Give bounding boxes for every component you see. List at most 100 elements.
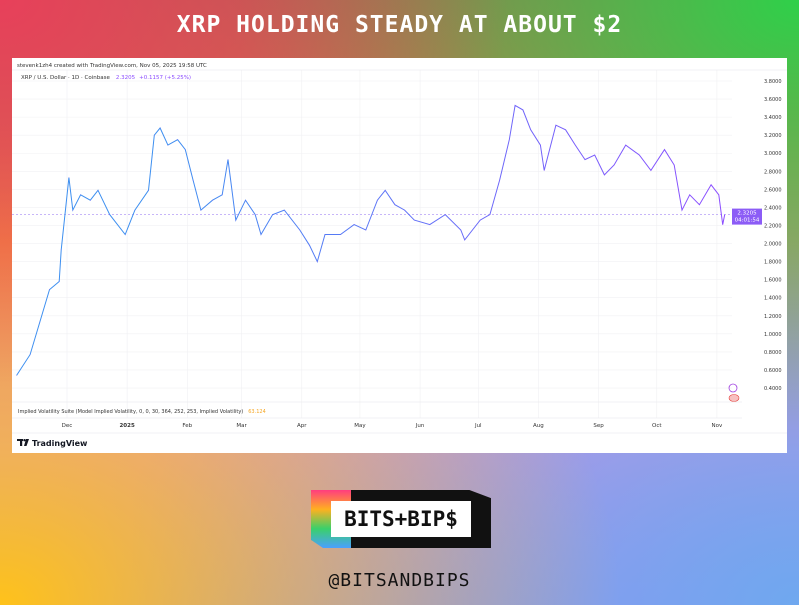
y-tick-label: 3.8000 bbox=[764, 79, 782, 85]
bits-and-bips-logo: BITS+BIP$ bbox=[311, 490, 491, 548]
data-point bbox=[365, 229, 367, 231]
page-title: XRP HOLDING STEADY AT ABOUT $2 bbox=[176, 12, 623, 38]
x-tick-label: Oct bbox=[652, 423, 662, 429]
symbol-header: XRP / U.S. Dollar · 1D · Coinbase 2.3205 +… bbox=[21, 75, 191, 81]
data-point bbox=[154, 134, 155, 136]
data-point bbox=[664, 149, 665, 150]
data-point bbox=[159, 127, 161, 129]
data-point bbox=[124, 234, 126, 235]
data-point bbox=[499, 180, 500, 181]
data-point bbox=[565, 129, 566, 131]
data-point bbox=[384, 189, 386, 191]
symbol-line: XRP / U.S. Dollar · 1D · Coinbase bbox=[21, 75, 110, 81]
data-point bbox=[272, 214, 273, 215]
data-point bbox=[394, 204, 396, 206]
data-point bbox=[540, 144, 541, 146]
data-point bbox=[58, 281, 60, 282]
data-point bbox=[460, 229, 462, 231]
data-point bbox=[429, 224, 431, 225]
y-tick-label: 3.2000 bbox=[764, 133, 782, 139]
data-point bbox=[177, 139, 178, 140]
y-tick-label: 1.2000 bbox=[764, 314, 782, 320]
data-point bbox=[212, 199, 213, 201]
data-point bbox=[245, 199, 246, 201]
data-point bbox=[650, 170, 652, 171]
x-tick-label: Feb bbox=[182, 423, 192, 429]
tradingview-logo: TradingView bbox=[17, 439, 88, 448]
data-point bbox=[718, 194, 720, 196]
data-point bbox=[260, 234, 262, 235]
data-point bbox=[109, 214, 110, 215]
price-label bbox=[732, 208, 762, 225]
data-point bbox=[522, 109, 524, 111]
data-point bbox=[639, 154, 640, 156]
indicator-label: Implied Volatility Suite (Model Implied … bbox=[18, 409, 243, 415]
data-point bbox=[479, 219, 481, 221]
y-tick-label: 2.4000 bbox=[764, 205, 782, 211]
x-tick-label: Jun bbox=[415, 423, 425, 429]
data-point bbox=[613, 164, 615, 166]
brand: TradingView bbox=[32, 439, 88, 448]
y-tick-label: 0.4000 bbox=[764, 386, 782, 392]
data-point bbox=[604, 174, 605, 176]
data-point bbox=[39, 321, 41, 323]
data-point bbox=[97, 189, 99, 191]
data-point bbox=[80, 194, 81, 196]
data-point bbox=[724, 214, 725, 215]
last-price: 2.3205 bbox=[116, 75, 136, 81]
data-point bbox=[722, 224, 724, 225]
data-point bbox=[509, 139, 510, 140]
x-tick-label: Aug bbox=[533, 423, 544, 429]
y-tick-label: 2.8000 bbox=[764, 169, 782, 175]
data-point bbox=[699, 204, 700, 206]
data-point bbox=[340, 234, 341, 235]
price-label-value: 2.3205 bbox=[737, 211, 757, 217]
x-tick-label: Mar bbox=[236, 423, 247, 429]
data-point bbox=[167, 144, 169, 146]
data-point bbox=[148, 189, 149, 191]
data-point bbox=[543, 170, 545, 171]
x-tick-label: 2025 bbox=[119, 423, 134, 429]
y-tick-label: 3.6000 bbox=[764, 97, 782, 103]
flag-icon[interactable] bbox=[728, 394, 740, 402]
data-point bbox=[681, 209, 683, 211]
data-point bbox=[404, 209, 405, 211]
data-point bbox=[464, 239, 466, 241]
x-tick-label: Nov bbox=[712, 423, 723, 429]
data-point bbox=[89, 199, 91, 201]
data-point bbox=[221, 194, 223, 196]
data-point bbox=[235, 219, 237, 221]
chart-card: stevenk1zh4 created with TradingView.com… bbox=[12, 58, 787, 453]
data-point bbox=[316, 261, 318, 262]
logo-text: BITS+BIP$ bbox=[331, 501, 471, 537]
data-point bbox=[514, 105, 516, 106]
data-point bbox=[489, 214, 491, 215]
indicator-value: 63.124 bbox=[248, 409, 266, 415]
tradingview-mark-icon bbox=[17, 439, 29, 446]
data-point bbox=[16, 375, 17, 376]
data-point bbox=[353, 224, 355, 225]
indicator-header: Implied Volatility Suite (Model Implied … bbox=[18, 409, 266, 415]
data-point bbox=[710, 184, 712, 186]
data-point bbox=[445, 214, 446, 215]
price-line bbox=[16, 104, 726, 376]
social-handle: @BITSANDBIPS bbox=[328, 570, 471, 591]
data-point bbox=[185, 149, 186, 150]
x-tick-label: Sep bbox=[593, 423, 604, 429]
data-point bbox=[200, 209, 202, 211]
x-tick-label: Apr bbox=[297, 423, 307, 429]
x-tick-label: Dec bbox=[62, 423, 73, 429]
data-point bbox=[584, 159, 586, 160]
data-point bbox=[377, 199, 378, 201]
event-icon[interactable] bbox=[728, 383, 738, 393]
data-point bbox=[134, 209, 136, 211]
data-point bbox=[530, 129, 531, 131]
x-tick-label: Jul bbox=[474, 423, 482, 429]
data-point bbox=[192, 180, 194, 181]
data-point bbox=[574, 144, 576, 146]
data-point bbox=[49, 289, 50, 290]
y-tick-label: 2.2000 bbox=[764, 223, 782, 229]
price-change: +0.1157 (+5.25%) bbox=[139, 75, 191, 81]
data-point bbox=[60, 249, 62, 251]
data-point bbox=[68, 177, 70, 178]
